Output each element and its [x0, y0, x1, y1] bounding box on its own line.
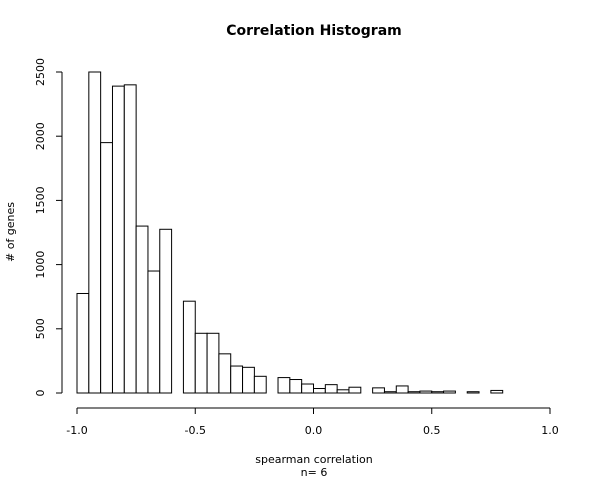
histogram-bar-14 — [242, 366, 255, 394]
histogram-bar-7 — [159, 228, 173, 394]
histogram-bar-4 — [123, 84, 137, 394]
histogram-bar-11 — [206, 332, 220, 394]
histogram-bar-23 — [348, 386, 362, 394]
x-tick-label-4: 1.0 — [541, 424, 559, 437]
histogram-bar-18 — [289, 379, 303, 394]
histogram-bar-29 — [419, 390, 433, 394]
histogram-bar-10 — [194, 332, 208, 394]
histogram-bar-20 — [313, 388, 326, 394]
histogram-bar-6 — [147, 270, 161, 394]
x-tick-label-1: -0.5 — [185, 424, 206, 437]
y-tick-label-4: 2000 — [34, 122, 47, 150]
x-tick-label-2: 0.0 — [305, 424, 323, 437]
y-tick-label-0: 0 — [34, 390, 47, 397]
chart-title: Correlation Histogram — [226, 23, 402, 39]
histogram-bar-5 — [135, 225, 149, 394]
histogram-bar-9 — [182, 300, 196, 394]
histogram-bar-21 — [324, 384, 338, 394]
y-tick-label-1: 500 — [34, 318, 47, 339]
histogram-bar-31 — [443, 390, 456, 394]
y-axis: 0 500 1000 1500 2000 2500 — [34, 58, 63, 397]
histogram-bars — [76, 71, 504, 394]
histogram-bar-13 — [230, 365, 244, 394]
histogram-bar-30 — [431, 391, 445, 394]
histogram-bar-25 — [372, 387, 385, 394]
y-tick-label-3: 1500 — [34, 186, 47, 214]
histogram-bar-28 — [407, 391, 421, 394]
x-axis-sublabel: n= 6 — [301, 466, 328, 479]
x-axis: -1.0 -0.5 0.0 0.5 1.0 — [66, 407, 559, 437]
x-axis-label: spearman correlation — [255, 453, 373, 466]
histogram-bar-3 — [111, 85, 125, 394]
histogram-bar-12 — [218, 353, 232, 394]
histogram-bar-35 — [490, 389, 504, 394]
histogram-bar-2 — [100, 142, 113, 394]
histogram-bar-17 — [277, 377, 291, 394]
y-tick-label-2: 1000 — [34, 251, 47, 279]
histogram-bar-0 — [76, 292, 90, 394]
histogram-bar-33 — [466, 391, 480, 394]
histogram-bar-19 — [301, 383, 315, 394]
y-tick-label-5: 2500 — [34, 58, 47, 86]
y-axis-label: # of genes — [4, 202, 17, 262]
histogram-bar-1 — [88, 71, 102, 394]
histogram-bar-27 — [395, 385, 409, 394]
x-tick-label-3: 0.5 — [423, 424, 441, 437]
histogram-bar-15 — [253, 375, 267, 394]
x-tick-label-0: -1.0 — [66, 424, 87, 437]
histogram-bar-22 — [336, 389, 350, 394]
histogram-bar-26 — [383, 391, 397, 394]
